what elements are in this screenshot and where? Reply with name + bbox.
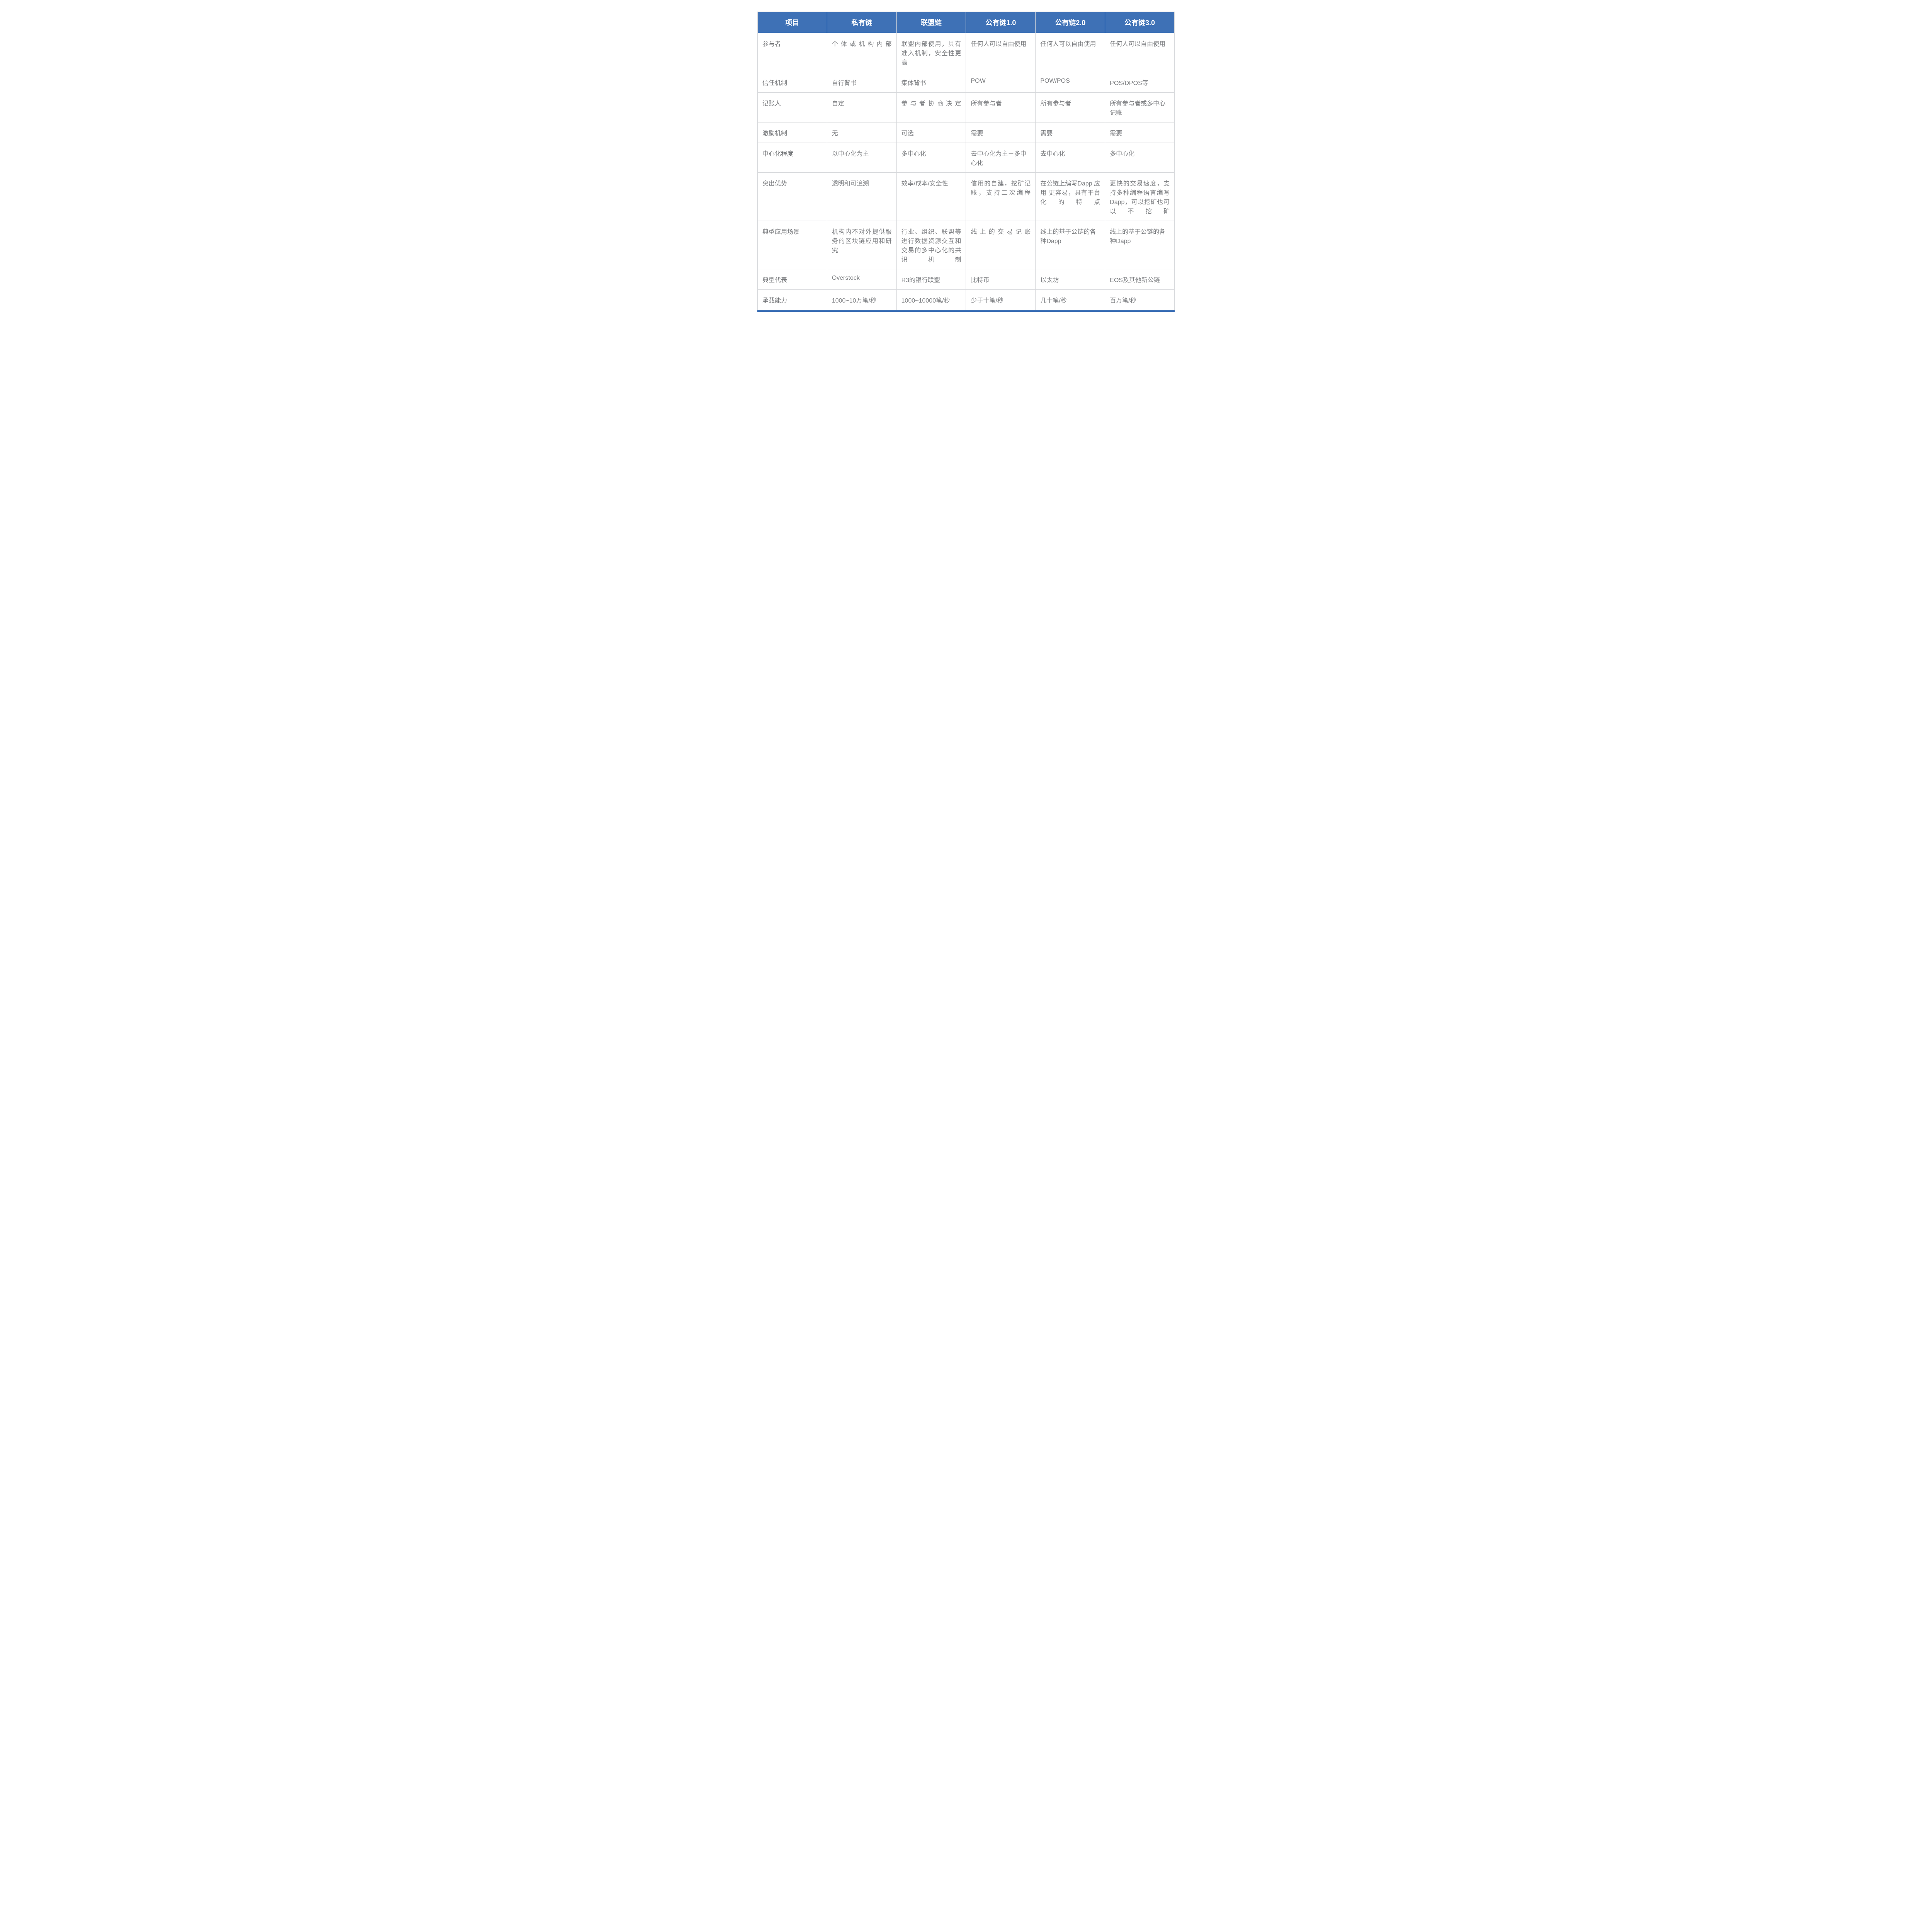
table-row: 承载能力1000~10万笔/秒1000~10000笔/秒少于十笔/秒几十笔/秒百… (758, 290, 1175, 310)
table-cell: 所有参与者 (1036, 93, 1105, 122)
col-header: 联盟链 (896, 12, 966, 33)
table-cell: 任何人可以自由使用 (966, 33, 1036, 72)
table-cell: 行业、组织、联盟等进行数据资源交互和交易的多中心化的共识机制 (896, 221, 966, 269)
row-label: 典型应用场景 (758, 221, 827, 269)
table-cell: 去中心化为主＋多中心化 (966, 143, 1036, 173)
table-cell: 多中心化 (896, 143, 966, 173)
table-cell: 自行背书 (827, 72, 896, 93)
table-cell: Overstock (827, 269, 896, 290)
col-header: 公有链2.0 (1036, 12, 1105, 33)
table-cell: 线上的交易记账 (966, 221, 1036, 269)
table-cell: 任何人可以自由使用 (1105, 33, 1175, 72)
col-header: 公有链3.0 (1105, 12, 1175, 33)
row-label: 激励机制 (758, 122, 827, 143)
table-row: 参与者个体或机构内部联盟内部使用，具有准入机制，安全性更高任何人可以自由使用任何… (758, 33, 1175, 72)
table-cell: 无 (827, 122, 896, 143)
table-cell: 以太坊 (1036, 269, 1105, 290)
table-cell: 需要 (1105, 122, 1175, 143)
table-cell: POS/DPOS等 (1105, 72, 1175, 93)
table-row: 典型应用场景机构内不对外提供服务的区块链应用和研究行业、组织、联盟等进行数据资源… (758, 221, 1175, 269)
table-cell: 个体或机构内部 (827, 33, 896, 72)
table-cell: 参与者协商决定 (896, 93, 966, 122)
table-cell: 所有参与者 (966, 93, 1036, 122)
table-cell: 透明和可追溯 (827, 173, 896, 221)
table-cell: 1000~10万笔/秒 (827, 290, 896, 310)
col-header: 项目 (758, 12, 827, 33)
row-label: 记账人 (758, 93, 827, 122)
bottom-accent-bar (757, 310, 1175, 312)
table-cell: 任何人可以自由使用 (1036, 33, 1105, 72)
table-cell: POW/POS (1036, 72, 1105, 93)
table-row: 中心化程度以中心化为主多中心化去中心化为主＋多中心化去中心化多中心化 (758, 143, 1175, 173)
table-cell: 信用的自建，挖矿记账，支持二次编程 (966, 173, 1036, 221)
table-cell: 自定 (827, 93, 896, 122)
table-row: 记账人自定参与者协商决定所有参与者所有参与者所有参与者或多中心记账 (758, 93, 1175, 122)
col-header: 公有链1.0 (966, 12, 1036, 33)
col-header: 私有链 (827, 12, 896, 33)
table-cell: 集体背书 (896, 72, 966, 93)
table-cell: 在公链上编写Dapp 应用 更容易，具有平台化的特点 (1036, 173, 1105, 221)
table-cell: 比特币 (966, 269, 1036, 290)
table-cell: 机构内不对外提供服务的区块链应用和研究 (827, 221, 896, 269)
row-label: 承载能力 (758, 290, 827, 310)
table-cell: 线上的基于公链的各种Dapp (1105, 221, 1175, 269)
table-cell: 百万笔/秒 (1105, 290, 1175, 310)
row-label: 参与者 (758, 33, 827, 72)
table-cell: 多中心化 (1105, 143, 1175, 173)
table-header-row: 项目 私有链 联盟链 公有链1.0 公有链2.0 公有链3.0 (758, 12, 1175, 33)
row-label: 典型代表 (758, 269, 827, 290)
comparison-table: 项目 私有链 联盟链 公有链1.0 公有链2.0 公有链3.0 参与者个体或机构… (757, 12, 1175, 310)
table-cell: 所有参与者或多中心记账 (1105, 93, 1175, 122)
table-cell: 可选 (896, 122, 966, 143)
table-cell: 更快的交易速度，支持多种编程语言编写Dapp，可以挖矿也可以不挖矿 (1105, 173, 1175, 221)
table-cell: POW (966, 72, 1036, 93)
table-row: 信任机制自行背书集体背书POWPOW/POSPOS/DPOS等 (758, 72, 1175, 93)
table-cell: 几十笔/秒 (1036, 290, 1105, 310)
table-cell: 需要 (966, 122, 1036, 143)
table-cell: 少于十笔/秒 (966, 290, 1036, 310)
table-row: 激励机制无可选需要需要需要 (758, 122, 1175, 143)
table-row: 突出优势透明和可追溯效率/成本/安全性信用的自建，挖矿记账，支持二次编程在公链上… (758, 173, 1175, 221)
row-label: 信任机制 (758, 72, 827, 93)
table-row: 典型代表OverstockR3的银行联盟比特币以太坊EOS及其他新公链 (758, 269, 1175, 290)
table-cell: 去中心化 (1036, 143, 1105, 173)
table-cell: EOS及其他新公链 (1105, 269, 1175, 290)
table-cell: 效率/成本/安全性 (896, 173, 966, 221)
table-cell: R3的银行联盟 (896, 269, 966, 290)
table-cell: 1000~10000笔/秒 (896, 290, 966, 310)
table-cell: 需要 (1036, 122, 1105, 143)
row-label: 突出优势 (758, 173, 827, 221)
table-cell: 联盟内部使用，具有准入机制，安全性更高 (896, 33, 966, 72)
table-cell: 以中心化为主 (827, 143, 896, 173)
row-label: 中心化程度 (758, 143, 827, 173)
table-wrap: 兆信科技 PANPASS 兆信科技 PANPASS 兆信科技 PANPASS 兆… (757, 12, 1175, 312)
table-cell: 线上的基于公链的各种Dapp (1036, 221, 1105, 269)
